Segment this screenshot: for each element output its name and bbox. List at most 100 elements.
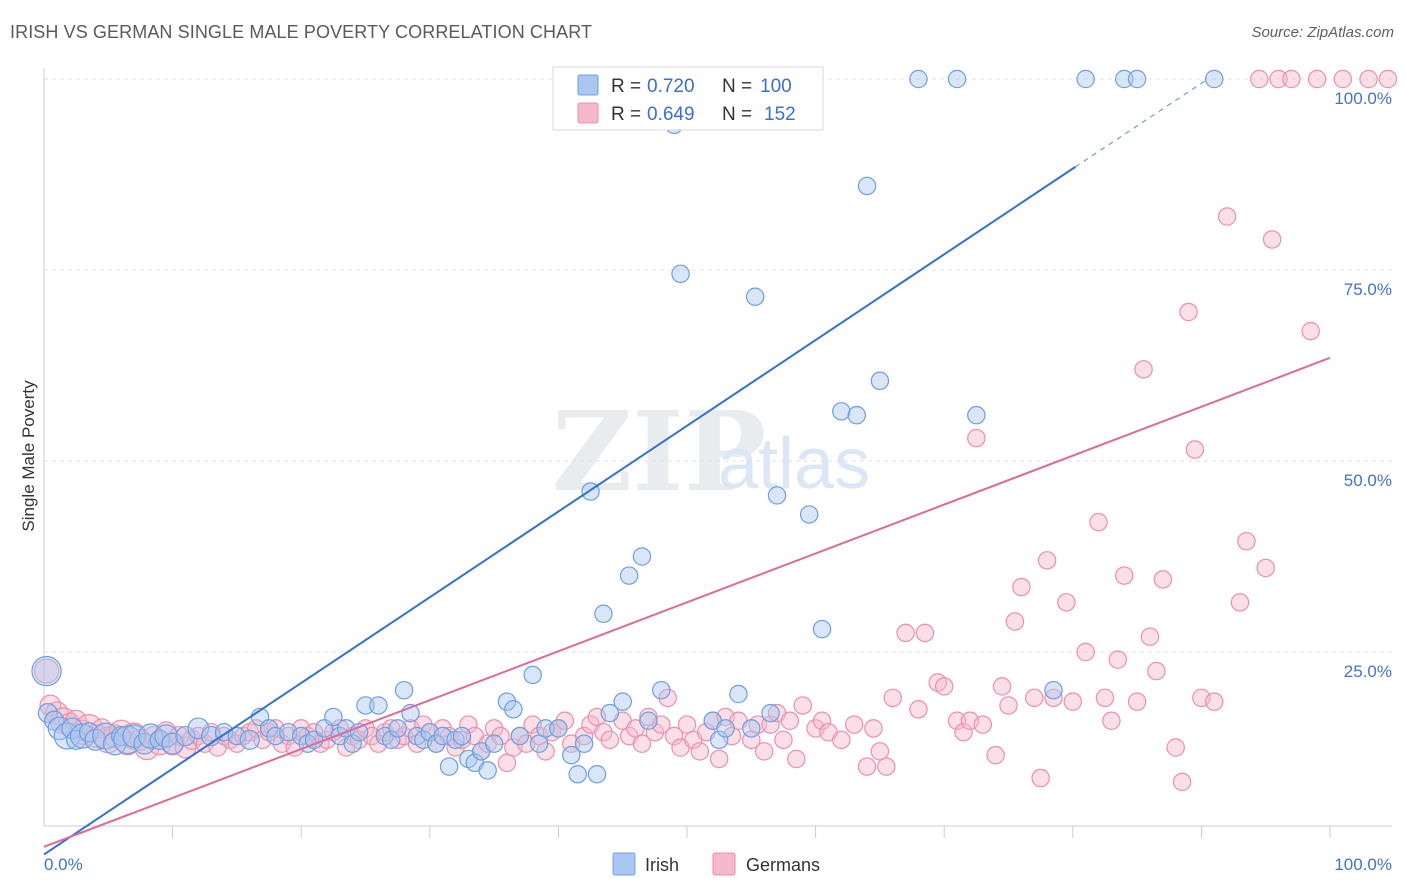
german-point — [1134, 360, 1153, 379]
german-point — [793, 696, 812, 715]
german-point — [1024, 688, 1044, 708]
irish-point — [92, 722, 120, 750]
irish-point — [812, 619, 832, 639]
x-tick-label-max: 100.0% — [1334, 855, 1392, 874]
german-point — [645, 722, 665, 742]
irish-point — [259, 719, 279, 738]
irish-point — [745, 287, 765, 306]
german-point — [555, 711, 575, 731]
german-point — [1147, 661, 1166, 681]
irish-point — [175, 725, 196, 747]
german-point — [600, 730, 620, 750]
german-point — [915, 623, 935, 643]
german-point — [787, 749, 806, 769]
german-point — [1378, 69, 1398, 89]
legend-germans-r-value: 0.649 — [647, 104, 695, 125]
irish-point — [574, 734, 594, 753]
irish-trend-line — [43, 166, 1076, 856]
irish-point — [439, 757, 459, 776]
legend-swatch-irish — [577, 74, 599, 96]
irish-point — [1205, 69, 1224, 89]
irish-point — [600, 703, 620, 723]
irish-point — [31, 655, 62, 687]
y-tick-label: 50.0% — [1344, 471, 1392, 490]
irish-point — [510, 726, 530, 746]
legend-irish-n-value: 100 — [760, 76, 792, 97]
irish-point — [832, 402, 851, 421]
german-point — [1166, 738, 1185, 757]
german-point — [1333, 69, 1353, 89]
irish-point — [426, 734, 446, 753]
german-point — [632, 734, 652, 753]
source-credit: Source: ZipAtlas.com — [1251, 24, 1394, 41]
german-point — [947, 711, 967, 731]
german-point — [754, 742, 774, 761]
irish-point — [967, 405, 986, 425]
german-point — [1005, 612, 1025, 631]
german-point — [1153, 570, 1173, 589]
bottom-legend-swatch-germans — [712, 852, 736, 876]
german-point — [1063, 692, 1083, 711]
irish-point — [227, 726, 247, 746]
german-point — [780, 711, 800, 731]
german-point — [414, 715, 433, 734]
irish-point — [484, 734, 504, 753]
irish-point — [84, 728, 107, 751]
german-point — [1031, 768, 1050, 788]
german-point — [227, 734, 247, 753]
german-point — [812, 711, 832, 731]
legend-irish-r-value: 0.720 — [647, 76, 695, 97]
german-point — [484, 719, 504, 738]
irish-point — [356, 696, 375, 715]
german-point — [1127, 692, 1147, 711]
german-point — [1269, 69, 1288, 89]
german-point — [1217, 207, 1237, 226]
irish-point — [187, 717, 210, 740]
correlation-legend: R = 0.720 N = 100 R = 0.649 N = 152 — [552, 66, 824, 131]
irish-point — [1114, 69, 1134, 89]
trend-lines — [43, 78, 1331, 856]
german-point — [896, 623, 915, 643]
y-tick-label: 75.0% — [1344, 280, 1392, 299]
german-point — [1057, 593, 1076, 612]
german-point — [832, 730, 851, 750]
y-tick-labels: 25.0% 50.0% 75.0% 100.0% — [1334, 89, 1392, 681]
irish-point — [1127, 69, 1147, 89]
german-point — [992, 677, 1012, 696]
german-point — [491, 726, 510, 746]
german-point — [1108, 650, 1128, 669]
german-point — [883, 688, 903, 708]
irish-point — [1076, 69, 1095, 89]
legend-germans-r-label: R = — [611, 104, 641, 125]
irish-point — [478, 761, 497, 780]
german-point — [1359, 69, 1378, 89]
german-point — [1250, 69, 1269, 89]
german-point — [864, 719, 883, 738]
x-tick-label-min: 0.0% — [44, 855, 83, 874]
german-point — [844, 715, 864, 734]
german-point — [1282, 69, 1301, 89]
irish-point — [61, 717, 84, 740]
irish-point — [639, 711, 658, 731]
irish-points — [31, 69, 1224, 784]
y-tick-label: 100.0% — [1334, 89, 1392, 108]
irish-point — [767, 486, 787, 505]
german-point — [709, 749, 729, 769]
german-point — [664, 726, 684, 746]
x-axis-ticks — [172, 826, 1331, 838]
irish-point — [587, 764, 607, 784]
legend-irish-r-label: R = — [611, 76, 641, 97]
irish-point — [671, 264, 690, 284]
bottom-legend-irish: Irish — [645, 855, 679, 875]
y-tick-label: 25.0% — [1344, 662, 1392, 681]
irish-point — [709, 730, 729, 750]
german-point — [1205, 692, 1224, 711]
irish-point — [857, 176, 877, 196]
irish-point — [452, 726, 472, 746]
chart-title: IRISH VS GERMAN SINGLE MALE POVERTY CORR… — [10, 22, 593, 42]
gridlines — [44, 78, 1392, 653]
irish-point — [536, 719, 555, 738]
irish-point — [652, 680, 671, 700]
german-point — [1307, 69, 1327, 89]
german-point — [909, 700, 928, 719]
